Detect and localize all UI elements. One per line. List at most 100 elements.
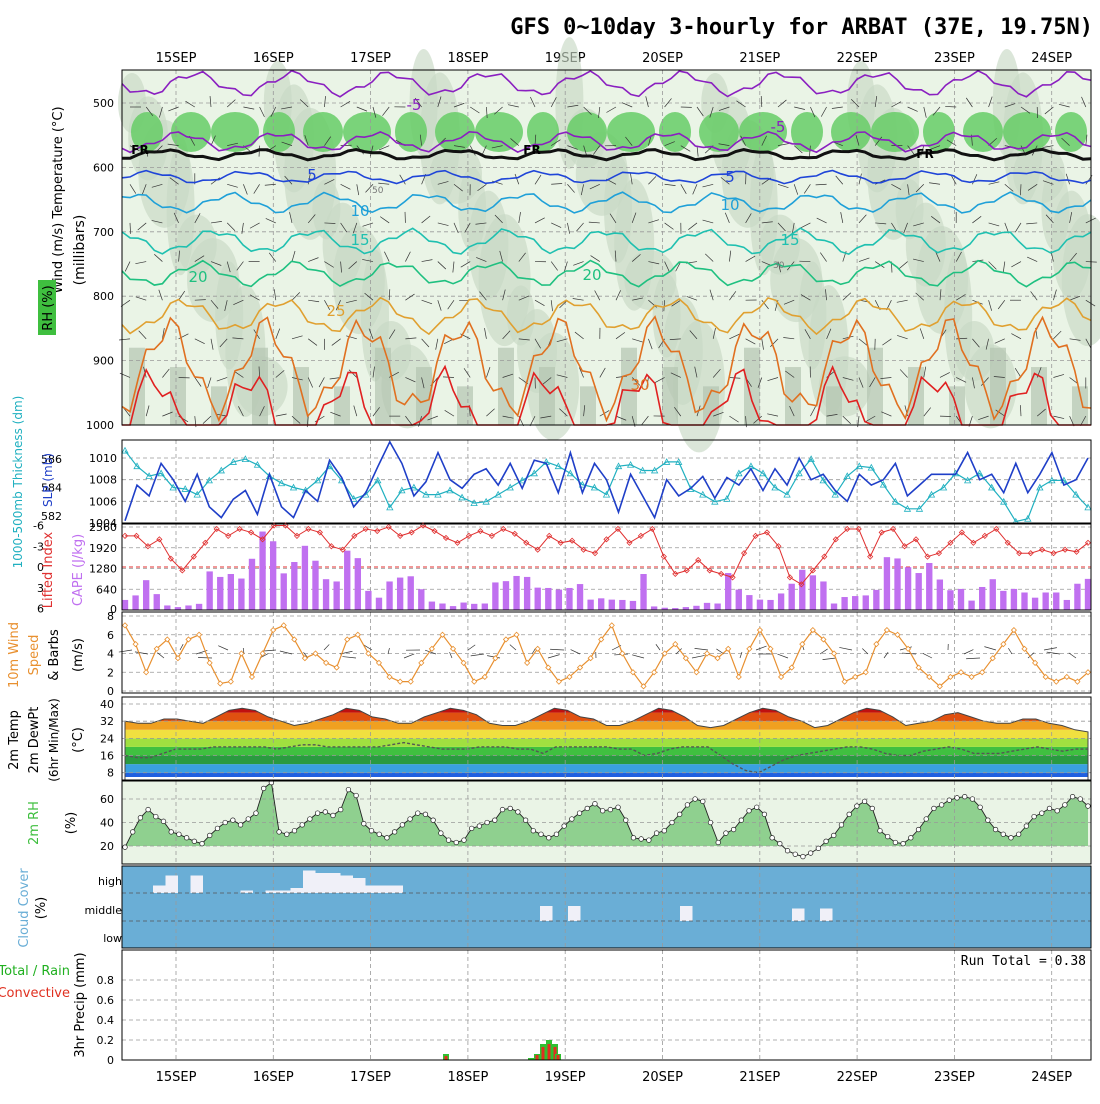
- cape-bar: [757, 600, 763, 610]
- cloud-high-bar: [391, 886, 404, 894]
- cloud-high-bar: [191, 876, 204, 894]
- cape-bar: [789, 584, 795, 610]
- wind-barb: [119, 650, 132, 652]
- cape-bar: [164, 605, 170, 610]
- cape-bar: [577, 584, 583, 610]
- cloud-high-bar: [153, 886, 166, 894]
- rh-floor: [122, 846, 1091, 864]
- top-date-axis: 15SEP16SEP17SEP18SEP19SEP20SEP21SEP22SEP…: [156, 51, 1073, 66]
- rh-point: [154, 814, 159, 819]
- wind-speed-point: [959, 670, 964, 675]
- cloud-axis-label: Cloud Cover: [17, 868, 32, 948]
- cape-bar: [630, 601, 636, 610]
- cape-bar: [429, 602, 435, 610]
- wind-tick-label: 8: [107, 610, 114, 623]
- rh-point: [392, 830, 397, 835]
- cape-bar: [460, 603, 466, 610]
- wind-barb: [1044, 648, 1057, 650]
- rh-point: [932, 806, 937, 811]
- rh-point: [893, 840, 898, 845]
- rh-axis-label: RH (%): [41, 285, 56, 330]
- wind-speed-point: [757, 628, 762, 633]
- rh-point: [146, 807, 151, 812]
- rh-point: [477, 824, 482, 829]
- wind-speed-point: [334, 665, 339, 670]
- rh-point: [639, 837, 644, 842]
- cape-bar: [820, 581, 826, 610]
- wind-speed-point: [620, 651, 625, 656]
- cape-axis-label: CAPE (J/kg): [71, 534, 86, 606]
- w10-axis-label-3: & Barbs: [47, 629, 62, 681]
- rh-point: [161, 819, 166, 824]
- wind-speed-point: [398, 679, 403, 684]
- cloud-high-bar: [366, 886, 379, 894]
- temp-axis-label-2: 2m DewPt: [27, 707, 42, 774]
- rh-point: [377, 832, 382, 837]
- rh-point: [1032, 814, 1037, 819]
- rh-point: [901, 841, 906, 846]
- rh-point: [184, 835, 189, 840]
- cape-bar: [894, 558, 900, 610]
- rh-point: [955, 796, 960, 801]
- slp-axis-label: SLP (mb): [41, 453, 55, 507]
- rh-point: [855, 804, 860, 809]
- cape-bar: [1032, 598, 1038, 610]
- cape-bar: [1053, 592, 1059, 610]
- rh-point: [924, 817, 929, 822]
- cape-bar: [270, 541, 276, 610]
- wind-speed-point: [218, 681, 223, 686]
- temp-tick-label: 32: [100, 715, 114, 728]
- isotherm-label: -5: [407, 96, 422, 114]
- cape-bar: [132, 595, 138, 610]
- wind-barb: [324, 644, 329, 650]
- cloud-high-bar: [303, 871, 316, 894]
- cape-bar: [535, 588, 541, 610]
- cape-bar: [238, 579, 244, 610]
- cape-bar: [693, 606, 699, 610]
- rh-point: [1070, 794, 1075, 799]
- temp-bands: [122, 693, 1091, 777]
- cape-bar: [281, 573, 287, 610]
- cape-bar: [418, 589, 424, 610]
- cloud-middle-bar: [792, 909, 805, 922]
- rh-point: [631, 835, 636, 840]
- cape-bar: [947, 590, 953, 610]
- rh-high-shade: [263, 112, 295, 152]
- precip-convective-bar: [445, 1056, 448, 1060]
- rh-point: [169, 830, 174, 835]
- rh-point: [315, 811, 320, 816]
- cape-bar: [397, 578, 403, 610]
- wind-barb: [550, 649, 564, 650]
- cape-bar: [1021, 592, 1027, 610]
- rh-contour-label: 50: [372, 186, 384, 196]
- rh-point: [369, 828, 374, 833]
- bottom-date-label: 22SEP: [837, 1070, 878, 1085]
- cape-bar: [524, 577, 530, 610]
- wind-barb: [839, 647, 852, 650]
- rh-point: [1024, 824, 1029, 829]
- bottom-date-label: 19SEP: [545, 1070, 586, 1085]
- rh-tick-label: 20: [100, 840, 114, 853]
- isotherm-label: -5: [771, 118, 786, 136]
- rh-point: [731, 827, 736, 832]
- rh-point: [1001, 832, 1006, 837]
- cape-tick-label: 1280: [89, 563, 117, 576]
- rh-point: [431, 818, 436, 823]
- cape-bar: [556, 590, 562, 610]
- rh-point: [362, 821, 367, 826]
- rh-point: [446, 838, 451, 843]
- rh-point: [878, 828, 883, 833]
- top-date-label: 17SEP: [350, 51, 391, 66]
- cape-bar: [831, 604, 837, 610]
- temp-tick-label: 16: [100, 750, 114, 763]
- cape-bar: [799, 570, 805, 610]
- wind-temp-axis-label: Wind (m/s) Temperature (°C): [51, 106, 66, 293]
- cape-bar: [926, 563, 932, 610]
- precip-tick-label: 0.4: [97, 1014, 115, 1027]
- bottom-date-label: 16SEP: [253, 1070, 294, 1085]
- cape-bar: [958, 589, 964, 610]
